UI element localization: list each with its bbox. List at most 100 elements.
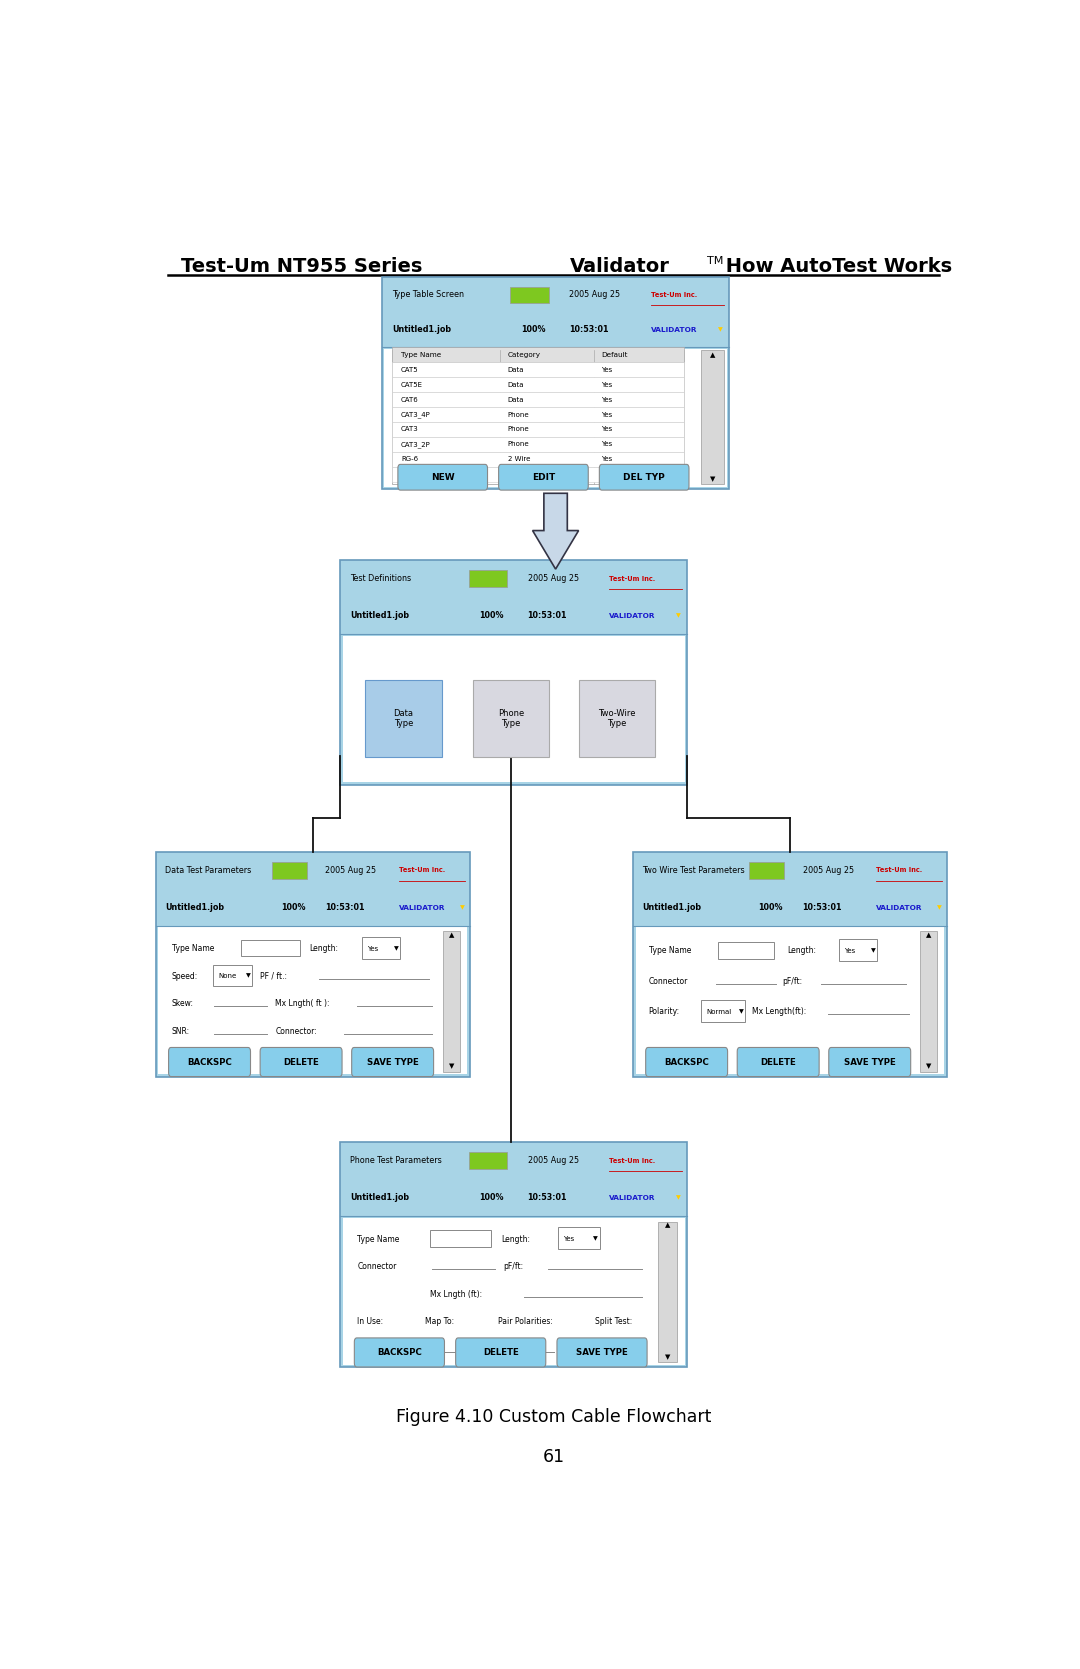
Bar [392,422,684,437]
FancyBboxPatch shape [456,1339,545,1367]
Text: Fire: Fire [401,471,414,477]
Bar [272,863,307,880]
Text: Length:: Length: [501,1235,530,1243]
Text: CAT3: CAT3 [401,427,419,432]
Text: Yes: Yes [600,412,612,417]
FancyBboxPatch shape [213,965,253,986]
Text: SNR:: SNR: [172,1026,190,1036]
Text: 100%: 100% [480,1193,503,1202]
Text: ▼: ▼ [460,905,464,910]
Text: 2005 Aug 25: 2005 Aug 25 [528,1157,579,1165]
Bar [658,1222,677,1362]
Bar [392,347,684,362]
Text: Yes: Yes [843,948,855,955]
Text: RG-6: RG-6 [401,456,418,462]
Text: ▼: ▼ [739,1010,744,1015]
Bar [702,350,724,484]
Text: CAT6: CAT6 [401,397,419,402]
Text: ▲: ▲ [449,931,455,938]
Text: Skew:: Skew: [172,1000,193,1008]
Text: In Use:: In Use: [357,1317,383,1327]
Text: Normal: Normal [706,1008,731,1015]
FancyBboxPatch shape [558,1227,599,1250]
FancyBboxPatch shape [365,681,442,758]
Text: Connector: Connector [357,1262,396,1272]
Text: Yes: Yes [367,946,378,951]
Text: 2005 Aug 25: 2005 Aug 25 [569,290,621,299]
Text: Untitled1.job: Untitled1.job [351,1193,409,1202]
Text: Pair Polarities:: Pair Polarities: [498,1317,553,1327]
Text: ▼: ▼ [676,1195,681,1200]
Bar [750,863,784,880]
Polygon shape [532,494,579,569]
Text: 10:53:01: 10:53:01 [802,903,842,911]
Text: DELETE: DELETE [760,1058,796,1066]
Text: Split Test:: Split Test: [595,1317,633,1327]
Text: Type Name: Type Name [401,352,442,357]
Text: 10:53:01: 10:53:01 [528,611,567,621]
Text: VALIDATOR: VALIDATOR [609,613,656,619]
Bar [392,407,684,422]
Text: ▼: ▼ [394,946,399,951]
FancyBboxPatch shape [738,1048,819,1077]
Text: ▼: ▼ [246,973,252,978]
Text: Length:: Length: [310,945,339,953]
FancyBboxPatch shape [354,1339,445,1367]
Text: Connector: Connector [649,976,688,986]
Text: 2005 Aug 25: 2005 Aug 25 [528,574,579,582]
Text: DELETE: DELETE [283,1058,319,1066]
Bar [384,349,727,487]
Text: Untitled1.job: Untitled1.job [165,903,225,911]
Text: Figure 4.10 Custom Cable Flowchart: Figure 4.10 Custom Cable Flowchart [395,1409,712,1427]
Bar [920,931,937,1071]
Text: ▼: ▼ [676,613,681,618]
Bar [342,1218,685,1365]
Text: Data: Data [508,367,524,372]
FancyBboxPatch shape [499,464,589,491]
FancyBboxPatch shape [599,464,689,491]
Text: pF/ft:: pF/ft: [782,976,802,986]
Bar [392,437,684,452]
Bar [635,928,944,1075]
Bar [511,287,549,302]
Bar [392,377,684,392]
Text: 100%: 100% [758,903,783,911]
FancyBboxPatch shape [168,1048,251,1077]
Bar [430,1230,491,1247]
Text: 2005 Aug 25: 2005 Aug 25 [802,866,853,875]
Text: SAVE TYPE: SAVE TYPE [843,1058,895,1066]
Text: BACKSPC: BACKSPC [664,1058,708,1066]
Text: Two-Wire
Type: Two-Wire Type [598,709,636,728]
Bar [392,392,684,407]
Text: pF/ft:: pF/ft: [503,1262,524,1272]
Text: ▲: ▲ [710,352,715,359]
FancyBboxPatch shape [473,681,550,758]
Text: ▼: ▼ [593,1237,598,1242]
FancyBboxPatch shape [362,936,400,960]
Text: Test-Um Inc.: Test-Um Inc. [400,868,445,873]
Bar [392,362,684,377]
Text: Length:: Length: [787,946,815,955]
Text: Test-Um Inc.: Test-Um Inc. [876,868,922,873]
Text: TM: TM [706,255,723,265]
Bar [469,571,507,587]
Bar [392,350,684,484]
FancyBboxPatch shape [646,1048,728,1077]
Bar [156,851,470,1077]
Bar [241,940,300,956]
Text: Validator: Validator [570,257,670,275]
Bar [340,561,687,784]
Text: Default: Default [600,352,627,357]
Text: ▼: ▼ [926,1063,931,1070]
Text: Data: Data [508,397,524,402]
Text: Yes: Yes [600,441,612,447]
Text: ▼: ▼ [449,1063,455,1070]
Text: Mx Length(ft):: Mx Length(ft): [753,1006,807,1016]
Bar [469,1153,507,1170]
Text: Category: Category [508,352,541,357]
Text: ▼: ▼ [718,327,723,332]
Text: BACKSPC: BACKSPC [187,1058,232,1066]
Bar [443,931,460,1071]
Text: Data Test Parameters: Data Test Parameters [165,866,252,875]
Text: Test Definitions: Test Definitions [351,574,411,582]
